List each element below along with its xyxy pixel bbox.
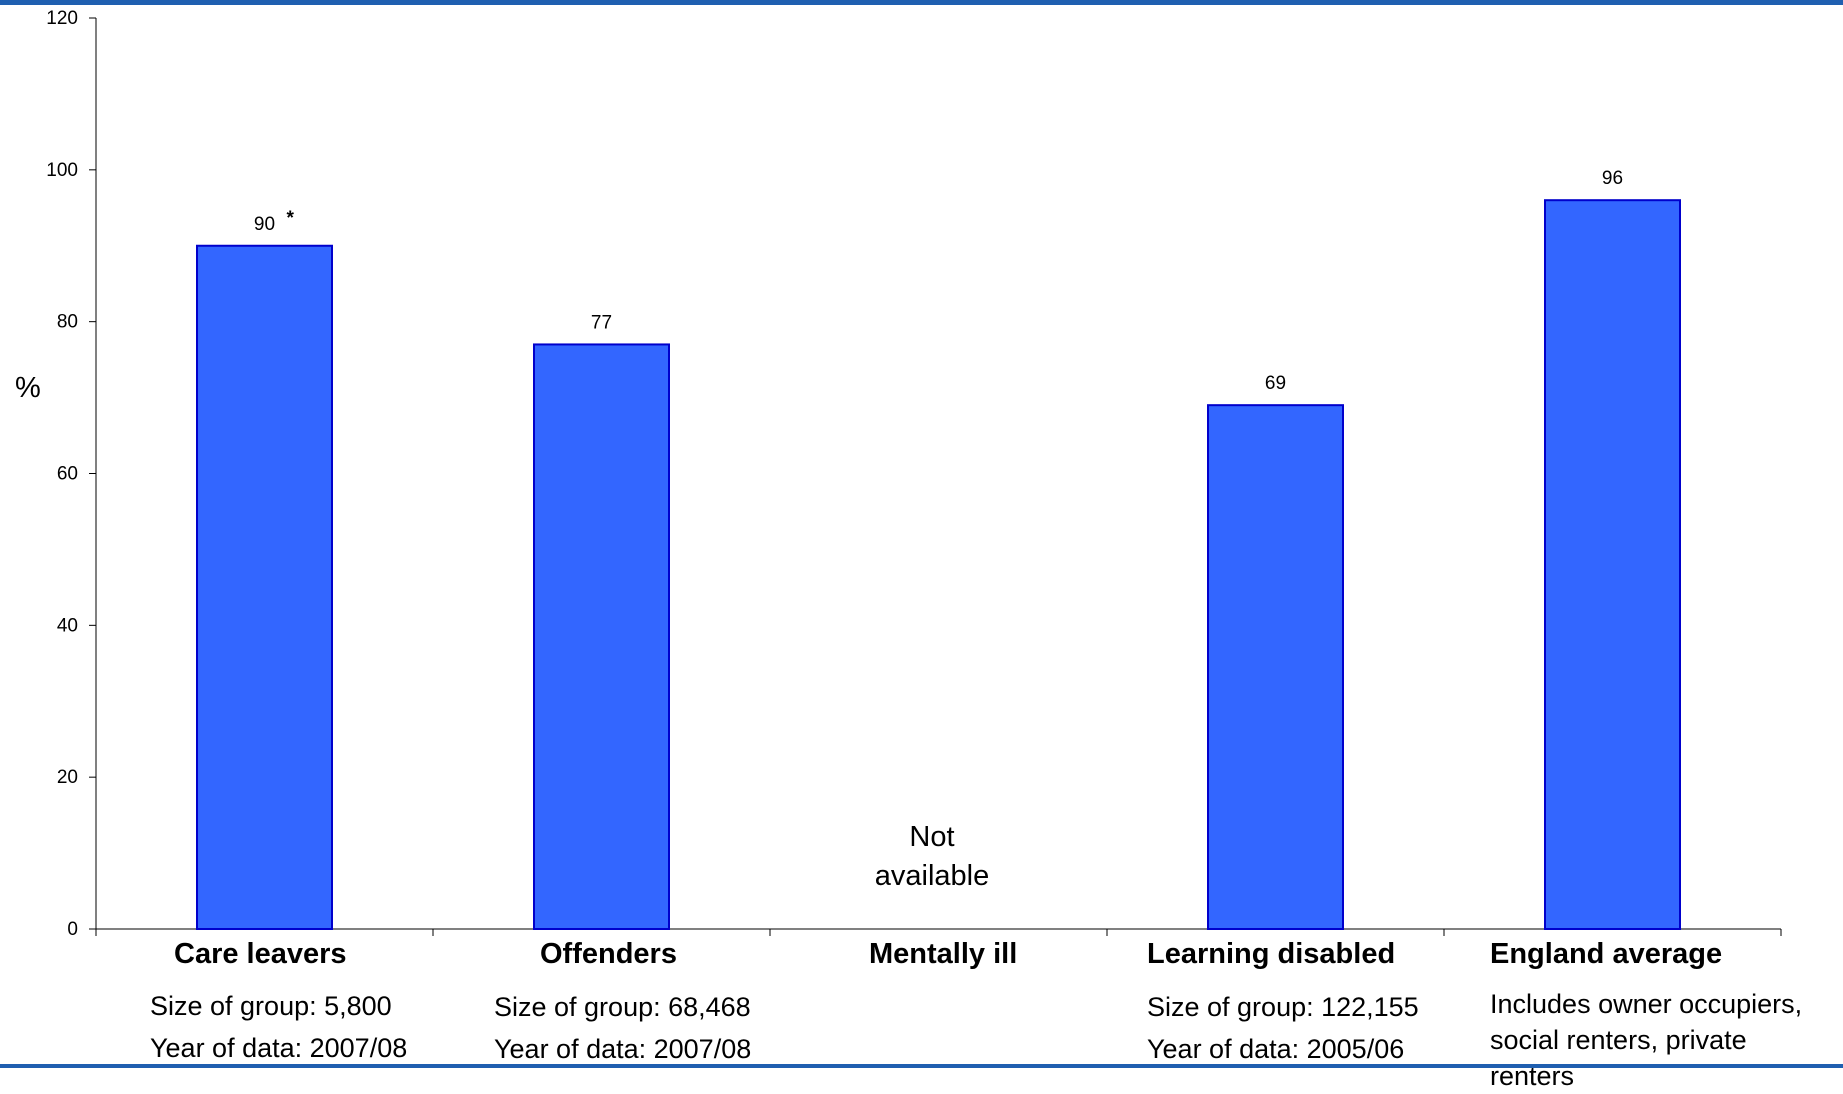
england-average-note-line-2: social renters, private — [1490, 1025, 1747, 1055]
learning-disabled-data-year: Year of data: 2005/06 — [1147, 1034, 1405, 1064]
data-label: 69 — [1265, 373, 1286, 394]
category-label-care-leavers: Care leavers — [174, 938, 347, 970]
care-leavers-group-size: Size of group: 5,800 — [150, 991, 392, 1021]
y-tick-label: 100 — [46, 160, 78, 181]
bar — [196, 244, 333, 930]
offenders-group-size: Size of group: 68,468 — [494, 992, 751, 1022]
care-leavers-notes: Size of group: 5,800 Year of data: 2007/… — [150, 985, 407, 1069]
y-tick-label: 60 — [57, 464, 78, 485]
y-tick-label: 40 — [57, 615, 78, 636]
learning-disabled-notes: Size of group: 122,155 Year of data: 200… — [1147, 986, 1419, 1070]
bar — [1544, 199, 1681, 930]
not-available-line-1: Not — [909, 821, 955, 853]
y-tick-label: 120 — [46, 8, 78, 29]
england-average-notes: Includes owner occupiers, social renters… — [1490, 986, 1802, 1094]
bar — [1207, 404, 1344, 930]
category-label-learning-disabled: Learning disabled — [1147, 938, 1396, 970]
not-available-label: Not available — [862, 818, 1002, 896]
bottom-rule — [0, 1064, 1843, 1068]
y-tick-label: 20 — [57, 767, 78, 788]
category-label-offenders: Offenders — [540, 938, 677, 970]
category-label-england-average: England average — [1490, 938, 1723, 970]
data-label-asterisk: * — [287, 208, 295, 229]
offenders-data-year: Year of data: 2007/08 — [494, 1034, 752, 1064]
category-label-mentally-ill: Mentally ill — [869, 938, 1018, 970]
data-label: 90 — [254, 214, 275, 235]
bar — [533, 343, 670, 931]
learning-disabled-group-size: Size of group: 122,155 — [1147, 992, 1419, 1022]
y-tick-label: 80 — [57, 312, 78, 333]
offenders-notes: Size of group: 68,468 Year of data: 2007… — [494, 986, 751, 1070]
data-label: 77 — [591, 312, 612, 333]
y-axis-label: % — [15, 372, 41, 404]
not-available-line-2: available — [874, 860, 990, 892]
y-tick-label: 0 — [67, 919, 78, 940]
england-average-note-line-1: Includes owner occupiers, — [1490, 989, 1803, 1019]
top-rule — [0, 0, 1843, 5]
data-label: 96 — [1602, 168, 1623, 189]
care-leavers-data-year: Year of data: 2007/08 — [150, 1033, 408, 1063]
